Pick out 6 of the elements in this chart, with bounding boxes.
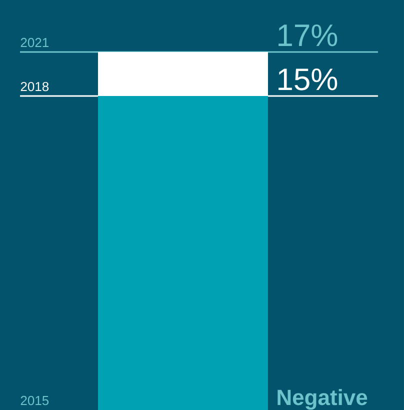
annotation: 2021 (20, 38, 48, 48)
annotation: 17% (278, 24, 338, 46)
annotation: 2018 (20, 82, 49, 92)
text: 2015 (20, 396, 49, 406)
annotation: 15% (278, 68, 338, 90)
text: Negative (278, 389, 368, 410)
